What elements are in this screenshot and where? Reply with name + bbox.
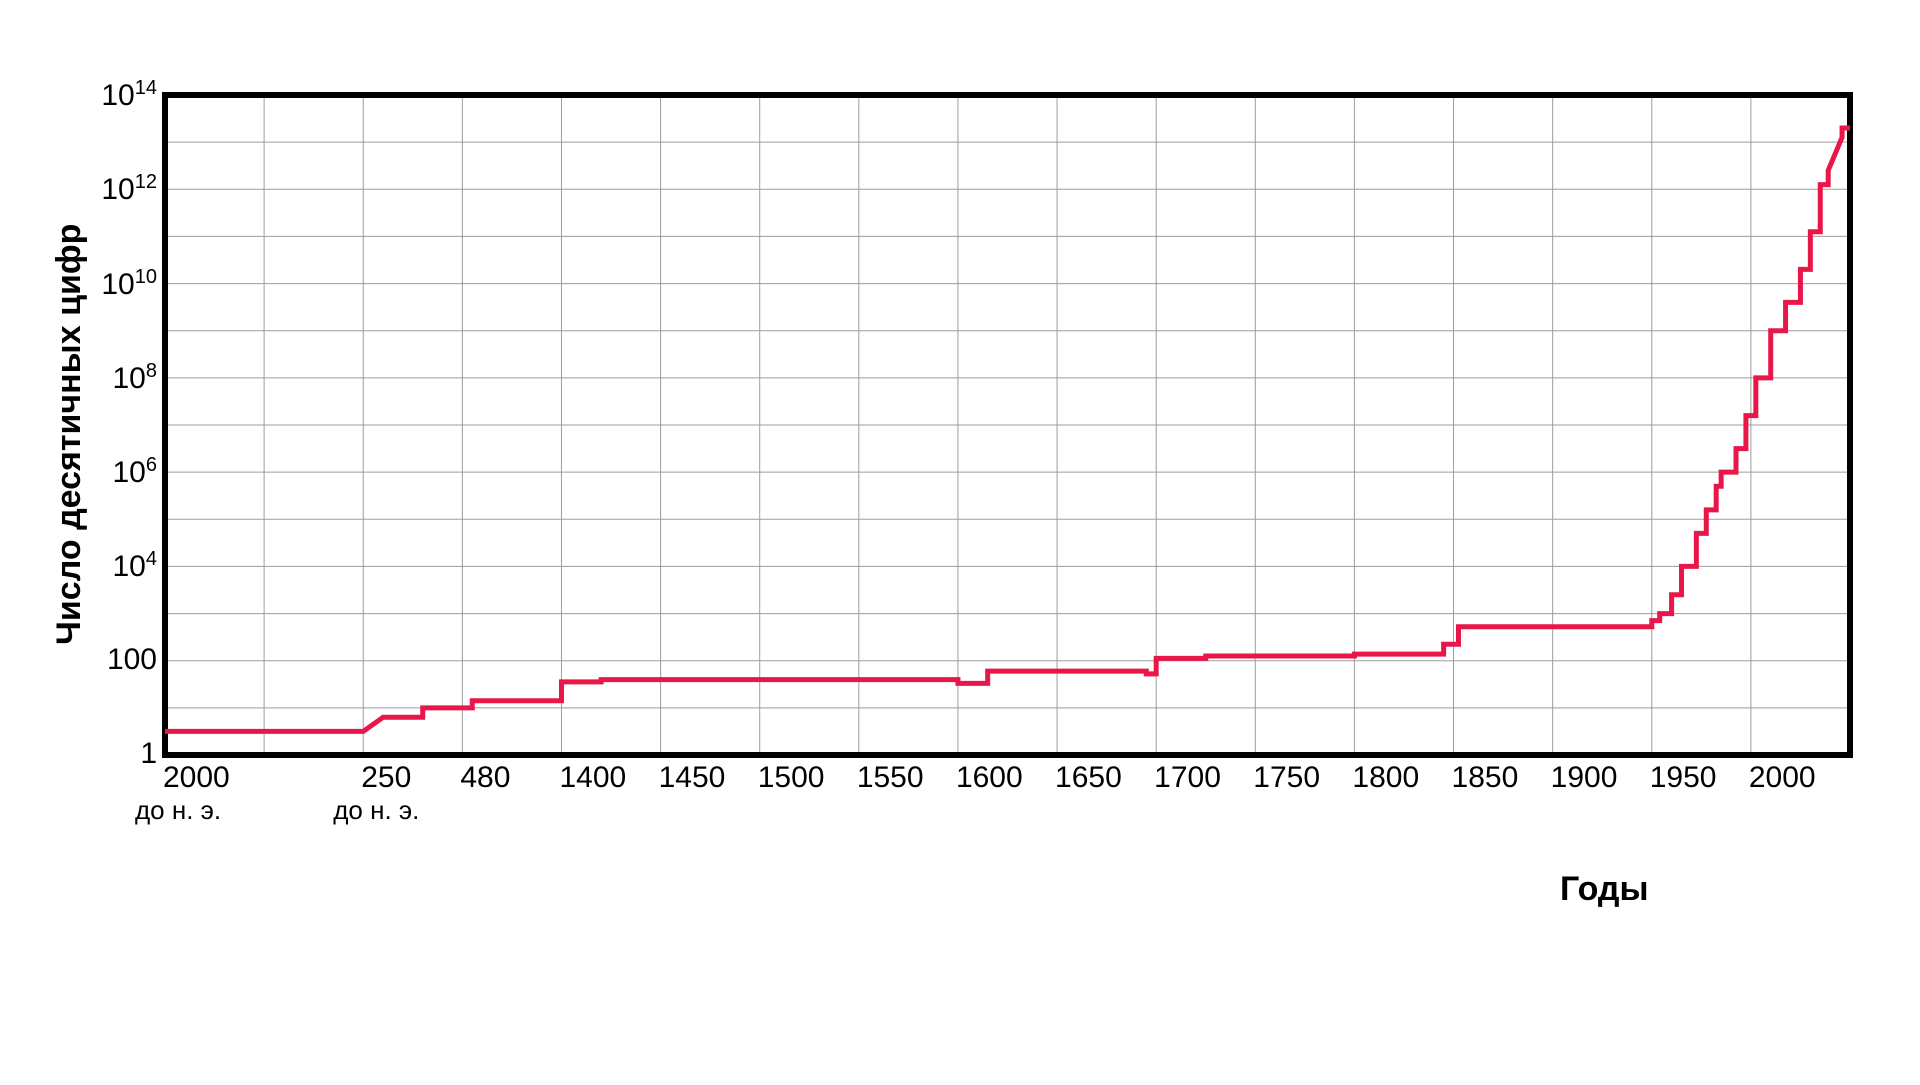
- x-axis-label: Годы: [1560, 870, 1649, 909]
- x-tick-label: 1800: [1352, 761, 1419, 795]
- chart-svg: [0, 0, 1920, 1080]
- x-tick-label: 2000: [163, 761, 230, 795]
- y-tick-label: 1014: [101, 77, 157, 113]
- y-tick-label: 104: [113, 548, 158, 584]
- x-tick-label: 1600: [956, 761, 1023, 795]
- x-tick-label: 1750: [1253, 761, 1320, 795]
- y-tick-label: 106: [113, 454, 158, 490]
- x-tick-label: 1850: [1452, 761, 1519, 795]
- x-tick-label: 1950: [1650, 761, 1717, 795]
- x-tick-sublabel: до н. э.: [333, 795, 419, 826]
- chart-container: Число десятичных цифр Годы 1 100 104 106 108…: [0, 0, 1920, 1080]
- y-tick-label: 100: [107, 643, 157, 677]
- x-tick-label: 1900: [1551, 761, 1618, 795]
- x-tick-label: 1500: [758, 761, 825, 795]
- y-axis-label: Число десятичных цифр: [50, 224, 89, 645]
- x-tick-label: 2000: [1749, 761, 1816, 795]
- x-tick-label: 1550: [857, 761, 924, 795]
- x-tick-label: 1450: [659, 761, 726, 795]
- x-tick-label: 1400: [559, 761, 626, 795]
- y-tick-label: 1012: [101, 171, 157, 207]
- y-tick-label: 108: [113, 360, 158, 396]
- x-tick-label: 480: [460, 761, 510, 795]
- x-tick-sublabel: до н. э.: [135, 795, 221, 826]
- x-tick-label: 1650: [1055, 761, 1122, 795]
- y-tick-label: 1: [140, 737, 157, 771]
- x-tick-label: 250: [361, 761, 411, 795]
- y-tick-label: 1010: [101, 266, 157, 302]
- x-tick-label: 1700: [1154, 761, 1221, 795]
